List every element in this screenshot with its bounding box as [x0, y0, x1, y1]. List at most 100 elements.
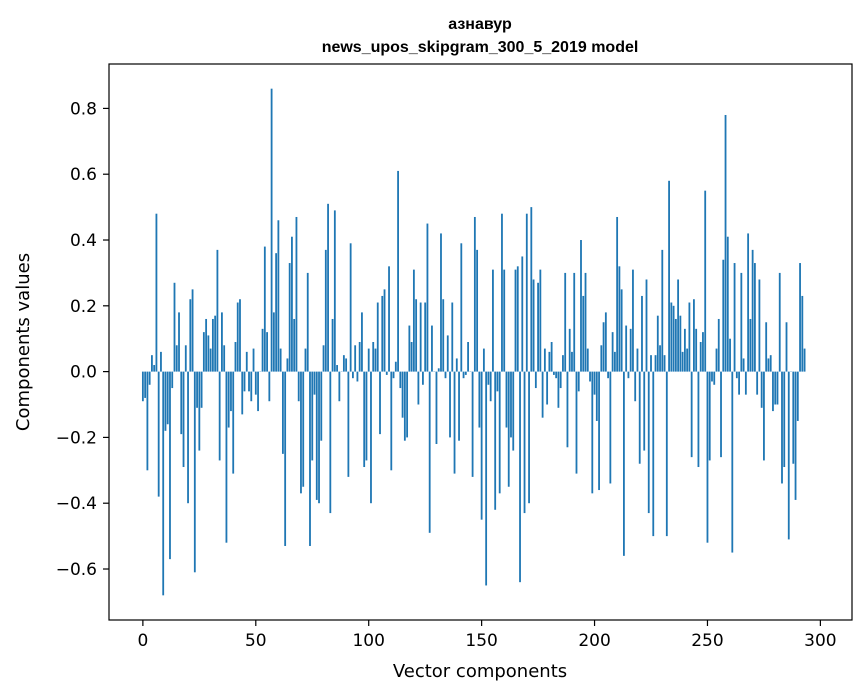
bar-81 [324, 249, 327, 372]
bar-216 [629, 328, 632, 372]
bar-16 [178, 312, 180, 372]
bar-61 [279, 348, 282, 372]
bar-80 [322, 345, 325, 372]
bar-272 [756, 371, 759, 395]
bar-271 [753, 263, 756, 372]
bar-35 [221, 312, 223, 372]
bar-180 [548, 351, 551, 372]
bar-55 [266, 332, 268, 372]
bar-135 [446, 335, 449, 372]
bar-197 [586, 348, 589, 372]
bar-269 [749, 318, 752, 372]
bar-44 [241, 371, 244, 415]
bar-8 [160, 351, 162, 372]
bar-5 [153, 365, 156, 372]
bar-168 [521, 256, 524, 372]
bar-79 [320, 371, 323, 441]
bar-247 [699, 342, 702, 372]
bar-169 [523, 371, 526, 514]
bar-142 [462, 371, 465, 379]
bar-28 [205, 318, 208, 372]
bar-221 [641, 295, 643, 372]
bar-186 [562, 355, 564, 372]
bar-72 [304, 348, 307, 372]
bar-109 [388, 266, 390, 372]
bar-205 [604, 312, 607, 372]
bar-122 [417, 371, 420, 405]
bar-286 [787, 371, 790, 540]
bar-87 [338, 371, 341, 402]
bar-92 [349, 243, 352, 372]
bar-13 [171, 371, 174, 389]
bar-57 [270, 88, 273, 372]
bar-160 [503, 269, 506, 372]
bar-105 [379, 371, 381, 435]
bar-200 [593, 371, 596, 395]
bar-284 [783, 371, 786, 468]
y-axis-ticks: 0.8 0.6 0.4 0.2 0.0 −0.2 −0.4 −0.6 [56, 99, 109, 580]
bar-64 [286, 358, 289, 372]
bar-91 [347, 371, 350, 477]
bar-20 [187, 371, 189, 504]
bar-225 [650, 355, 652, 372]
bar-238 [679, 315, 682, 372]
bar-128 [431, 325, 433, 372]
y-tick-label-1: 0.6 [70, 165, 97, 185]
bar-282 [778, 272, 781, 372]
bar-291 [799, 263, 801, 372]
bar-60 [277, 220, 280, 372]
bar-184 [557, 371, 560, 408]
y-tick-label-4: 0.0 [70, 363, 97, 383]
bar-54 [263, 246, 266, 372]
x-tick-label-50: 50 [245, 631, 267, 651]
bar-66 [291, 236, 293, 372]
bar-251 [708, 371, 711, 461]
bar-53 [261, 328, 264, 372]
bar-26 [200, 371, 203, 408]
bar-27 [202, 332, 205, 372]
bar-126 [426, 223, 429, 372]
bar-6 [155, 213, 158, 372]
bar-222 [643, 371, 646, 451]
bar-146 [471, 371, 474, 477]
bar-73 [306, 272, 309, 372]
bar-163 [510, 371, 512, 438]
bar-63 [284, 371, 287, 546]
bar-34 [218, 371, 221, 461]
bar-230 [661, 249, 664, 372]
bar-101 [370, 371, 372, 504]
bar-277 [767, 358, 770, 372]
bar-170 [525, 213, 528, 372]
bar-176 [539, 269, 542, 372]
bar-51 [257, 371, 259, 412]
bar-42 [236, 302, 239, 372]
bar-111 [392, 371, 395, 379]
bar-38 [227, 371, 230, 428]
bar-150 [480, 371, 483, 520]
bar-134 [444, 371, 447, 379]
bar-10 [164, 371, 167, 431]
bar-103 [374, 348, 377, 372]
bar-185 [559, 371, 562, 389]
bar-273 [758, 279, 761, 372]
chart-title-line2: news_upos_skipgram_300_5_2019 model [322, 39, 639, 56]
bar-203 [600, 345, 603, 372]
bar-50 [254, 371, 257, 395]
bar-14 [173, 282, 176, 372]
bar-187 [564, 272, 567, 372]
bar-165 [514, 269, 517, 372]
bar-196 [584, 272, 587, 372]
bar-31 [211, 318, 214, 372]
x-axis-ticks: 0 50 100 150 200 250 300 [137, 620, 837, 651]
x-tick-label-300: 300 [804, 631, 836, 651]
bar-118 [408, 325, 411, 372]
bar-194 [580, 240, 582, 372]
x-tick-label-0: 0 [137, 631, 148, 651]
bar-132 [440, 233, 442, 372]
bar-9 [162, 371, 165, 596]
bar-288 [792, 371, 795, 464]
bar-32 [214, 315, 217, 372]
bar-262 [733, 263, 736, 372]
bar-207 [609, 371, 612, 484]
bar-246 [697, 371, 700, 468]
